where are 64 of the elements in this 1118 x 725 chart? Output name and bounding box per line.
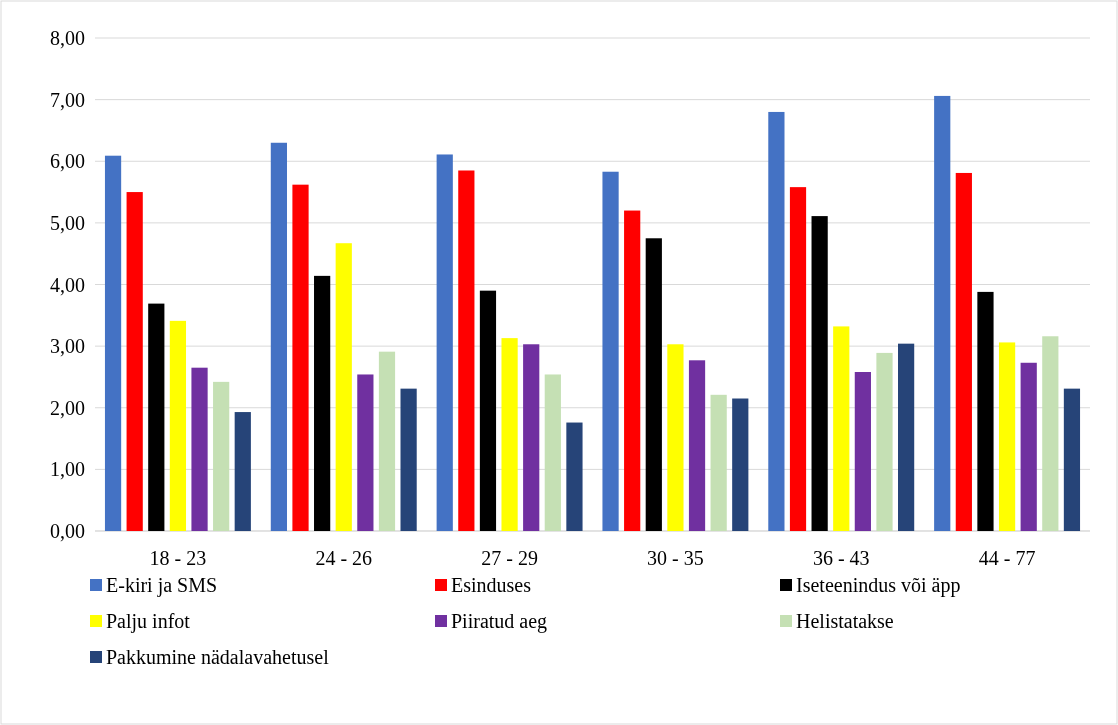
x-tick-label: 44 - 77 bbox=[978, 547, 1036, 569]
bar bbox=[955, 172, 972, 531]
y-tick-label: 5,00 bbox=[50, 211, 85, 234]
legend-label: Pakkumine nädalavahetusel bbox=[106, 646, 330, 668]
bar bbox=[292, 184, 309, 531]
bar bbox=[854, 372, 871, 531]
bar bbox=[998, 342, 1016, 531]
x-tick-label: 36 - 43 bbox=[812, 547, 870, 569]
bar bbox=[566, 422, 583, 531]
bar bbox=[667, 344, 684, 531]
bar bbox=[624, 210, 641, 531]
x-tick-label: 18 - 23 bbox=[149, 547, 207, 569]
x-tick-label: 30 - 35 bbox=[647, 547, 704, 569]
bar bbox=[768, 111, 785, 531]
bar bbox=[400, 388, 417, 531]
y-tick-label: 1,00 bbox=[50, 458, 85, 481]
legend-label: Iseteenindus või äpp bbox=[796, 574, 961, 597]
y-tick-label: 6,00 bbox=[50, 150, 85, 173]
bar bbox=[378, 351, 396, 531]
bar bbox=[732, 398, 749, 531]
bar bbox=[934, 95, 951, 531]
bar bbox=[688, 360, 706, 531]
bar bbox=[523, 344, 540, 531]
legend-label: Piiratud aeg bbox=[451, 610, 548, 633]
bar bbox=[811, 216, 828, 531]
bar bbox=[833, 326, 850, 531]
bar bbox=[479, 290, 497, 531]
bar bbox=[501, 338, 518, 531]
legend-label: Helistatakse bbox=[796, 610, 894, 632]
y-tick-label: 4,00 bbox=[50, 273, 85, 296]
bar bbox=[213, 381, 230, 531]
y-tick-label: 3,00 bbox=[50, 335, 85, 358]
bar bbox=[1020, 362, 1037, 531]
bar bbox=[126, 192, 143, 531]
bar bbox=[876, 352, 893, 531]
x-tick-label: 24 - 26 bbox=[315, 547, 373, 569]
y-tick-label: 2,00 bbox=[50, 396, 85, 419]
bar bbox=[458, 170, 475, 531]
bar bbox=[234, 412, 251, 531]
bar bbox=[314, 275, 331, 531]
bar bbox=[710, 394, 727, 531]
bar bbox=[602, 171, 619, 531]
y-tick-label: 0,00 bbox=[50, 520, 85, 542]
bar bbox=[898, 343, 915, 531]
bar bbox=[104, 155, 122, 531]
y-tick-label: 8,00 bbox=[50, 27, 85, 49]
bar bbox=[1042, 336, 1059, 531]
x-tick-label: 27 - 29 bbox=[481, 547, 538, 569]
bar bbox=[436, 154, 453, 531]
bar bbox=[1063, 388, 1081, 531]
bar bbox=[544, 374, 561, 531]
legend-label: Palju infot bbox=[106, 610, 191, 633]
bar bbox=[789, 187, 807, 531]
bar bbox=[335, 243, 352, 531]
legend-label: Esinduses bbox=[451, 574, 532, 596]
bar bbox=[169, 320, 187, 531]
y-tick-label: 7,00 bbox=[50, 88, 85, 111]
bar bbox=[148, 303, 165, 531]
legend-label: E-kiri ja SMS bbox=[106, 574, 218, 597]
bar bbox=[270, 142, 287, 531]
bar bbox=[191, 367, 208, 531]
bar bbox=[645, 238, 662, 531]
bar bbox=[977, 291, 994, 531]
bar bbox=[357, 374, 374, 531]
